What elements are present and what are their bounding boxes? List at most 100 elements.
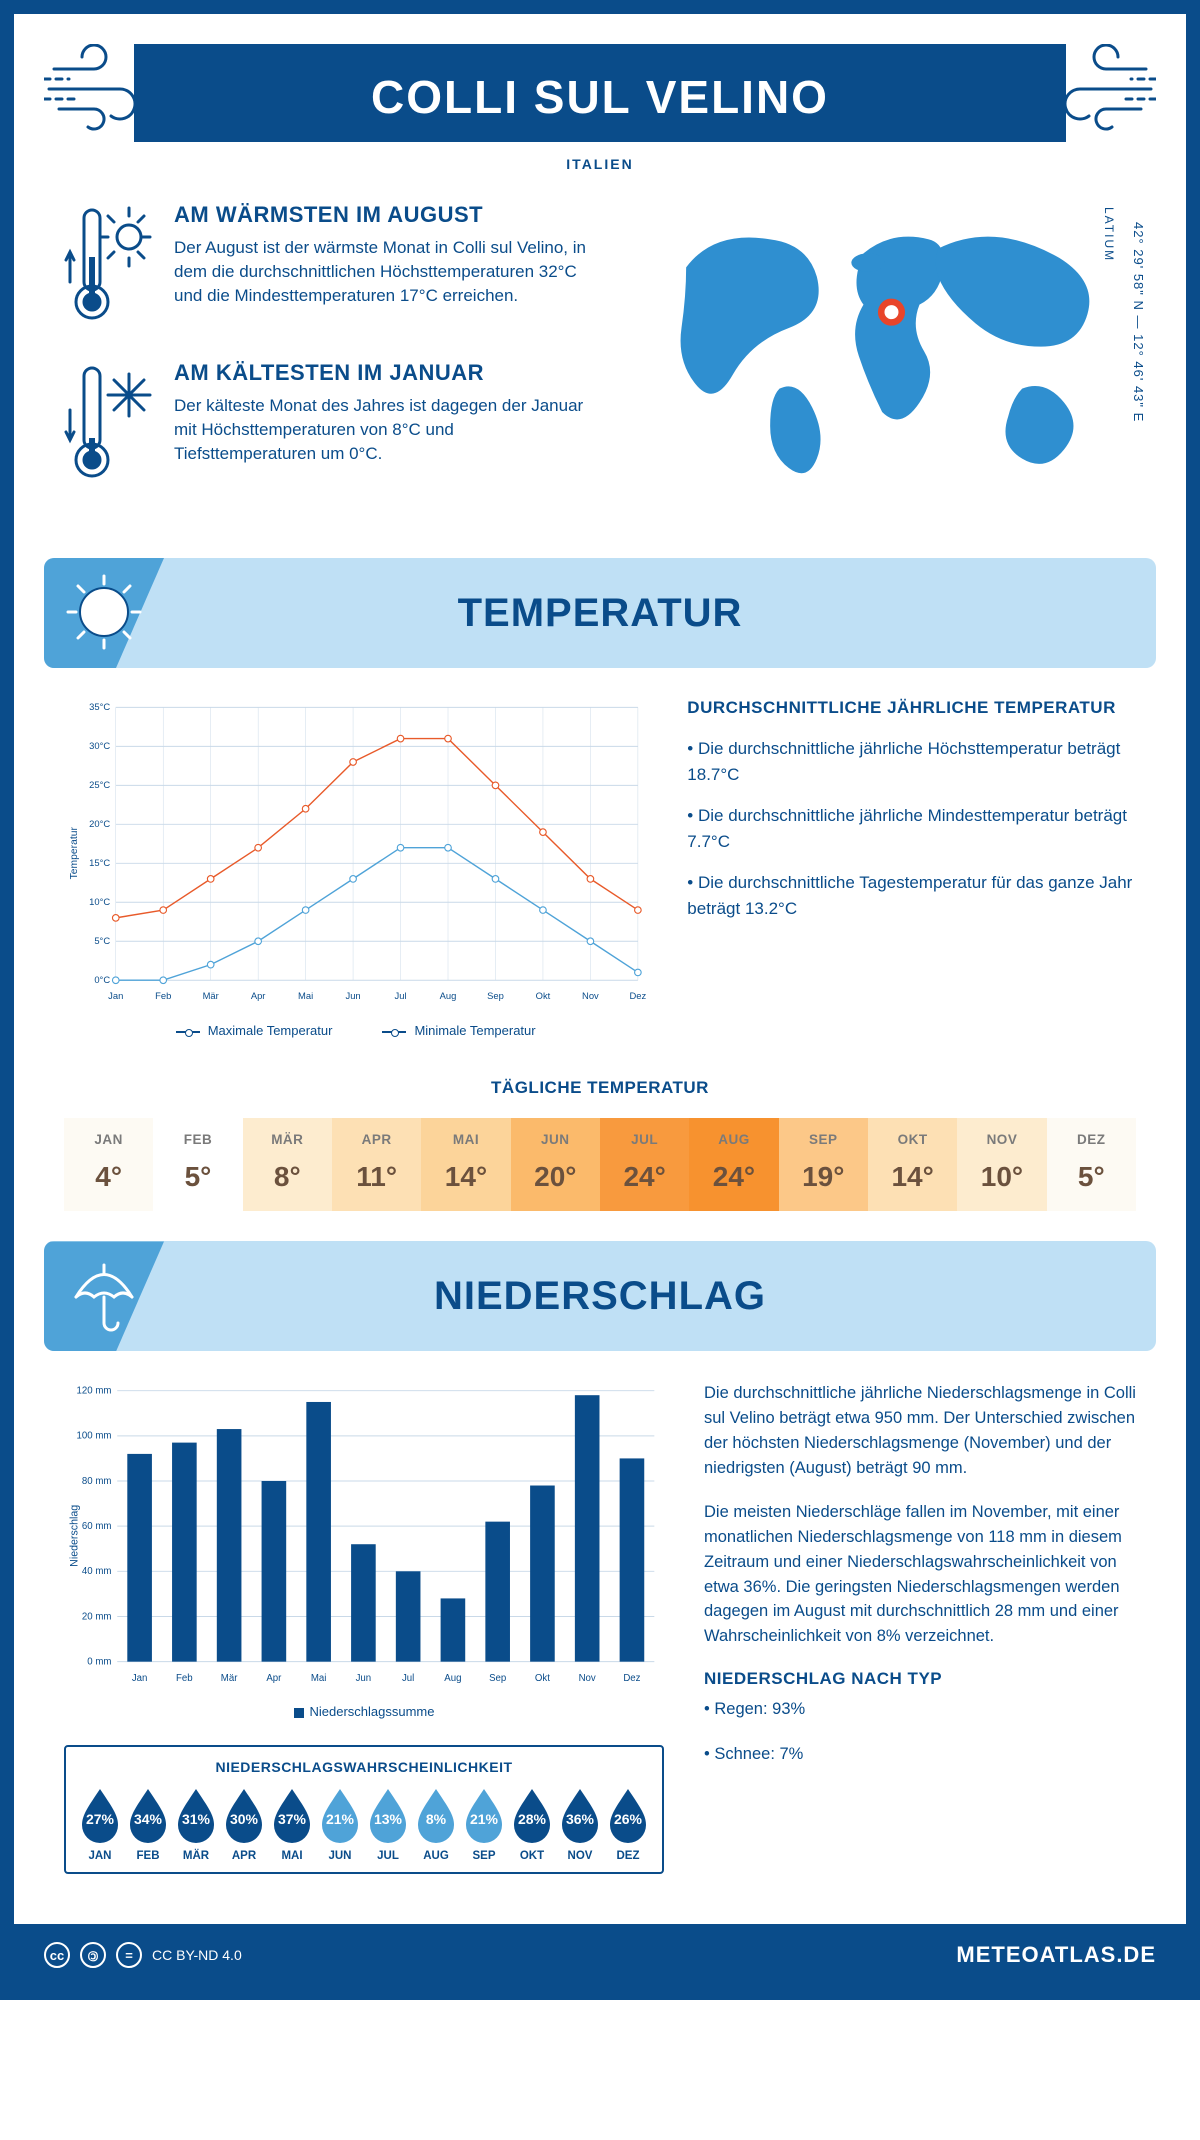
drop-month: JAN [76,1850,124,1862]
drop-month: APR [220,1850,268,1862]
svg-text:20 mm: 20 mm [82,1612,112,1623]
daily-value: 10° [957,1161,1046,1193]
coordinates: 42° 29' 58" N — 12° 46' 43" E [1131,222,1146,422]
daily-month: NOV [957,1132,1046,1147]
probability-drop: 27%JAN [76,1785,124,1862]
drop-percent: 34% [124,1811,172,1827]
svg-text:Okt: Okt [536,990,551,1001]
daily-cell: MÄR8° [243,1118,332,1211]
intro-row: AM WÄRMSTEN IM AUGUST Der August ist der… [14,202,1186,548]
drop-percent: 21% [460,1811,508,1827]
probability-drop: 34% FEB [124,1785,172,1862]
daily-month: OKT [868,1132,957,1147]
world-map-icon [628,202,1136,482]
probability-drop: 21% SEP [460,1785,508,1862]
footer: cc 🄯 = CC BY-ND 4.0 METEOATLAS.DE [14,1924,1186,1986]
svg-text:Nov: Nov [582,990,599,1001]
license: cc 🄯 = CC BY-ND 4.0 [44,1942,242,1968]
drop-percent: 26% [604,1811,652,1827]
daily-value: 24° [689,1161,778,1193]
section-title-precip: NIEDERSCHLAG [434,1274,766,1319]
svg-text:Apr: Apr [251,990,266,1001]
drop-percent: 31% [172,1811,220,1827]
drop-month: SEP [460,1850,508,1862]
probability-drop: 13%JUL [364,1785,412,1862]
section-banner-temperature: TEMPERATUR [44,558,1156,668]
daily-month: DEZ [1047,1132,1136,1147]
page-subtitle: ITALIEN [14,156,1186,172]
thermometer-hot-icon [64,202,154,332]
svg-text:Temperatur: Temperatur [69,827,80,880]
daily-month: APR [332,1132,421,1147]
probability-drop: 26%DEZ [604,1785,652,1862]
daily-month: JUL [600,1132,689,1147]
daily-cell: DEZ 5° [1047,1118,1136,1211]
daily-temp-title: TÄGLICHE TEMPERATUR [14,1078,1186,1098]
svg-text:Aug: Aug [440,990,457,1001]
svg-text:Okt: Okt [535,1673,550,1684]
daily-cell: JUN 20° [511,1118,600,1211]
daily-month: SEP [779,1132,868,1147]
temp-bullet-1: • Die durchschnittliche jährliche Höchst… [687,736,1136,787]
svg-text:Jan: Jan [132,1673,148,1684]
daily-value: 20° [511,1161,600,1193]
probability-drop: 31%MÄR [172,1785,220,1862]
thermometer-cold-icon [64,360,154,490]
svg-text:30°C: 30°C [89,740,110,751]
drop-percent: 21% [316,1811,364,1827]
drop-month: JUN [316,1850,364,1862]
daily-month: JAN [64,1132,153,1147]
probability-drop: 8%AUG [412,1785,460,1862]
drop-percent: 36% [556,1811,604,1827]
page-title: COLLI SUL VELINO [154,70,1046,124]
svg-text:Sep: Sep [489,1673,506,1684]
daily-cell: FEB5° [153,1118,242,1211]
svg-text:Dez: Dez [623,1673,640,1684]
svg-text:Feb: Feb [176,1673,193,1684]
probability-drop: 30%APR [220,1785,268,1862]
svg-text:Mär: Mär [221,1673,238,1684]
page: COLLI SUL VELINO ITALIEN [0,0,1200,2000]
probability-drop: 37%MAI [268,1785,316,1862]
precip-para-1: Die durchschnittliche jährliche Niedersc… [704,1381,1136,1480]
drop-month: NOV [556,1850,604,1862]
svg-text:Mai: Mai [298,990,313,1001]
daily-value: 11° [332,1161,421,1193]
svg-text:Mär: Mär [203,990,219,1001]
svg-text:20°C: 20°C [89,818,110,829]
header-band: COLLI SUL VELINO [134,44,1066,142]
section-banner-precip: NIEDERSCHLAG [44,1241,1156,1351]
umbrella-icon [64,1255,144,1335]
precip-type-1: • Regen: 93% [704,1697,1136,1722]
precip-type-2: • Schnee: 7% [704,1742,1136,1767]
temp-bullet-2: • Die durchschnittliche jährliche Mindes… [687,803,1136,854]
svg-text:Apr: Apr [266,1673,282,1684]
svg-text:Jun: Jun [356,1673,372,1684]
fact-warmest: AM WÄRMSTEN IM AUGUST Der August ist der… [64,202,598,332]
svg-text:80 mm: 80 mm [82,1476,112,1487]
temp-summary-title: DURCHSCHNITTLICHE JÄHRLICHE TEMPERATUR [687,698,1136,718]
precip-type-title: NIEDERSCHLAG NACH TYP [704,1669,1136,1689]
svg-text:Jul: Jul [402,1673,414,1684]
fact-cold-body: Der kälteste Monat des Jahres ist dagege… [174,394,598,465]
svg-text:10°C: 10°C [89,896,110,907]
daily-month: FEB [153,1132,242,1147]
daily-value: 5° [1047,1161,1136,1193]
svg-text:Sep: Sep [487,990,504,1001]
drop-month: JUL [364,1850,412,1862]
svg-text:35°C: 35°C [89,701,110,712]
daily-cell: SEP19° [779,1118,868,1211]
daily-cell: APR 11° [332,1118,421,1211]
drop-month: OKT [508,1850,556,1862]
drop-month: AUG [412,1850,460,1862]
daily-value: 4° [64,1161,153,1193]
fact-warm-body: Der August ist der wärmste Monat in Coll… [174,236,598,307]
daily-month: MÄR [243,1132,332,1147]
cc-icon: cc [44,1942,70,1968]
daily-month: JUN [511,1132,600,1147]
svg-text:120 mm: 120 mm [77,1386,112,1397]
svg-text:Aug: Aug [444,1673,461,1684]
site-name: METEOATLAS.DE [956,1942,1156,1968]
daily-month: MAI [421,1132,510,1147]
drop-month: FEB [124,1850,172,1862]
